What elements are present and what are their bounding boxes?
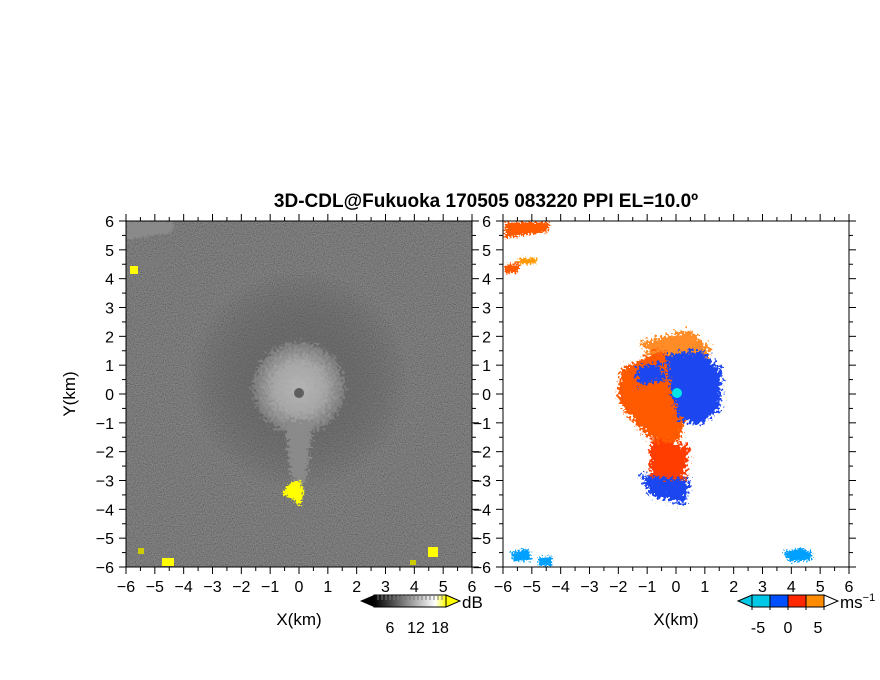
y-tick-label: −5	[96, 531, 114, 548]
y-tick-label: −6	[96, 560, 114, 577]
y-tick-label: 5	[105, 243, 114, 260]
x-tick-label: −3	[203, 579, 221, 596]
y-tick-label: −6	[473, 560, 491, 577]
y-tick-label: −3	[96, 474, 114, 491]
x-tick-label: −2	[609, 579, 627, 596]
y-tick-label: −1	[96, 416, 114, 433]
colorbar-tick-label: 18	[431, 620, 449, 637]
x-tick-label: 3	[758, 579, 767, 596]
x-tick-label: 6	[468, 579, 477, 596]
reflectivity-panel: −6 −5 −4 −3 −2 −1 0 1 2 3 4 5 6 −6 −5 −4 −3 −2 −1 0 1 2 3 4 5 6 X…	[60, 214, 479, 629]
x-tick-label: −6	[494, 579, 512, 596]
reflectivity-ylabel: Y(km)	[60, 371, 79, 416]
y-tick-label: 4	[482, 272, 491, 289]
x-tick-label: −5	[146, 579, 164, 596]
x-tick-label: −4	[175, 579, 193, 596]
y-tick-label: 3	[482, 301, 491, 318]
x-tick-label: −6	[117, 579, 135, 596]
right-arrow-icon	[823, 594, 840, 608]
x-tick-label: −1	[638, 579, 656, 596]
y-tick-label: 2	[105, 329, 114, 346]
x-tick-label: −5	[523, 579, 541, 596]
reflectivity-xlabel: X(km)	[276, 610, 321, 629]
colorbar-tick-label: -5	[751, 620, 765, 637]
x-tick-label: 4	[787, 579, 796, 596]
x-tick-label: 0	[295, 579, 304, 596]
reflectivity-axes: −6 −5 −4 −3 −2 −1 0 1 2 3 4 5 6 −6 −5 −4 −3 −2 −1 0 1 2 3 4 5 6	[96, 214, 479, 596]
reflectivity-colorbar-unit: dB	[462, 593, 483, 612]
y-tick-label: −5	[473, 531, 491, 548]
y-tick-label: 6	[482, 214, 491, 231]
y-tick-label: 6	[105, 214, 114, 231]
x-tick-label: 0	[672, 579, 681, 596]
x-tick-label: 6	[845, 579, 854, 596]
x-tick-label: 2	[729, 579, 738, 596]
x-tick-label: −2	[232, 579, 250, 596]
y-tick-label: −2	[96, 445, 114, 462]
colorbar-tick-label: 5	[814, 620, 823, 637]
chart-title: 3D-CDL@Fukuoka 170505 083220 PPI EL=10.0…	[274, 191, 698, 212]
y-tick-label: −2	[473, 445, 491, 462]
x-tick-label: 5	[439, 579, 448, 596]
y-tick-label: 1	[105, 358, 114, 375]
radar-site-marker	[294, 388, 304, 398]
reflectivity-colorbar: dB 6 12 18	[360, 593, 483, 637]
velocity-panel: −6 −5 −4 −3 −2 −1 0 1 2 3 4 5 6 −6 −5 −4 −3 −2 −1 0 1 2 3 4 5 6 X…	[473, 214, 856, 629]
x-tick-label: 1	[700, 579, 709, 596]
x-tick-label: 4	[410, 579, 419, 596]
velocity-xlabel: X(km)	[653, 610, 698, 629]
left-arrow-icon	[736, 594, 753, 608]
y-tick-label: 1	[482, 358, 491, 375]
y-tick-label: 5	[482, 243, 491, 260]
colorbar-tick-label: 0	[784, 620, 793, 637]
x-tick-label: 5	[816, 579, 825, 596]
velocity-clutter	[505, 222, 812, 566]
y-tick-label: 3	[105, 301, 114, 318]
velocity-colorbar-unit: ms−1	[840, 592, 875, 612]
velocity-axes: −6 −5 −4 −3 −2 −1 0 1 2 3 4 5 6 −6 −5 −4 −3 −2 −1 0 1 2 3 4 5 6	[473, 214, 856, 596]
colorbar-tick-label: 12	[407, 620, 425, 637]
y-tick-label: 0	[105, 387, 114, 404]
left-arrow-icon	[360, 595, 374, 607]
y-tick-label: 2	[482, 329, 491, 346]
x-tick-label: 2	[352, 579, 361, 596]
x-tick-label: −1	[261, 579, 279, 596]
y-tick-label: −3	[473, 474, 491, 491]
x-tick-label: 3	[381, 579, 390, 596]
colorbar-tick-label: 6	[386, 620, 395, 637]
velocity-field	[503, 221, 849, 567]
y-tick-label: 0	[482, 387, 491, 404]
x-tick-label: −3	[580, 579, 598, 596]
x-tick-label: −4	[552, 579, 570, 596]
y-tick-label: −4	[96, 502, 114, 519]
y-tick-label: −4	[473, 502, 491, 519]
strong-echo-patches	[130, 266, 438, 566]
reflectivity-field	[126, 221, 472, 567]
x-tick-label: 1	[323, 579, 332, 596]
y-tick-label: −1	[473, 416, 491, 433]
y-tick-label: 4	[105, 272, 114, 289]
right-arrow-icon	[445, 594, 462, 608]
velocity-colorbar: ms−1 -5 0 5	[736, 592, 875, 637]
velocity-radar-site	[672, 388, 682, 398]
